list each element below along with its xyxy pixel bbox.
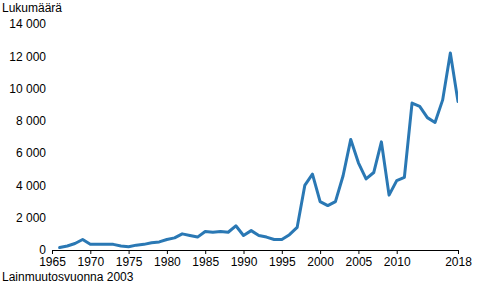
x-tick: 1965 <box>39 250 66 269</box>
annotation: Lainmuutosvuonna 2003 <box>2 270 134 284</box>
y-tick-label: 4 000 <box>16 179 46 193</box>
x-tick-mark <box>90 250 91 254</box>
y-tick: 6 000 <box>16 146 52 160</box>
x-tick-label: 2018 <box>445 255 472 269</box>
y-tick-label: 8 000 <box>16 114 46 128</box>
x-tick: 1985 <box>192 250 219 269</box>
x-tick-label: 2000 <box>307 255 334 269</box>
x-tick: 1980 <box>154 250 181 269</box>
x-tick-mark <box>320 250 321 254</box>
x-tick-label: 1975 <box>116 255 143 269</box>
y-axis: 02 0004 0006 0008 00010 00012 00014 000 <box>9 17 52 257</box>
x-tick-label: 1970 <box>77 255 104 269</box>
y-tick: 2 000 <box>16 211 52 225</box>
x-tick-mark <box>244 250 245 254</box>
x-tick-mark <box>358 250 359 254</box>
x-tick-mark <box>458 250 459 254</box>
y-tick: 8 000 <box>16 114 52 128</box>
x-tick: 1970 <box>77 250 104 269</box>
y-axis-line <box>52 25 53 251</box>
x-tick-label: 2010 <box>384 255 411 269</box>
y-tick-label: 10 000 <box>9 82 46 96</box>
y-tick: 12 000 <box>9 50 52 64</box>
chart: 02 0004 0006 0008 00010 00012 00014 0001… <box>0 0 479 288</box>
data-line <box>60 53 458 248</box>
y-axis-title: Lukumäärä <box>2 1 62 15</box>
x-axis-line <box>53 251 459 255</box>
x-tick: 1990 <box>231 250 258 269</box>
x-tick: 1975 <box>116 250 143 269</box>
x-tick: 1995 <box>269 250 296 269</box>
x-tick-mark <box>52 250 53 254</box>
x-tick-label: 1980 <box>154 255 181 269</box>
y-tick-label: 6 000 <box>16 146 46 160</box>
y-tick-label: 12 000 <box>9 50 46 64</box>
x-tick: 2010 <box>384 250 411 269</box>
x-tick-mark <box>129 250 130 254</box>
x-tick: 2005 <box>346 250 373 269</box>
y-tick: 10 000 <box>9 82 52 96</box>
y-tick: 14 000 <box>9 17 52 31</box>
y-tick: 4 000 <box>16 179 52 193</box>
x-tick-label: 1990 <box>231 255 258 269</box>
x-tick-mark <box>282 250 283 254</box>
x-tick-label: 1985 <box>192 255 219 269</box>
x-tick-mark <box>205 250 206 254</box>
x-tick: 2000 <box>307 250 334 269</box>
x-tick: 2018 <box>445 250 472 269</box>
x-tick-label: 1995 <box>269 255 296 269</box>
y-tick-label: 2 000 <box>16 211 46 225</box>
y-tick-label: 14 000 <box>9 17 46 31</box>
x-tick-label: 2005 <box>346 255 373 269</box>
x-axis: 1965 1970 1975 1980 1985 1990 1995 2000 2005 2010… <box>39 250 472 269</box>
x-tick-mark <box>397 250 398 254</box>
plot-area <box>60 53 458 248</box>
x-tick-mark <box>167 250 168 254</box>
x-tick-label: 1965 <box>39 255 66 269</box>
